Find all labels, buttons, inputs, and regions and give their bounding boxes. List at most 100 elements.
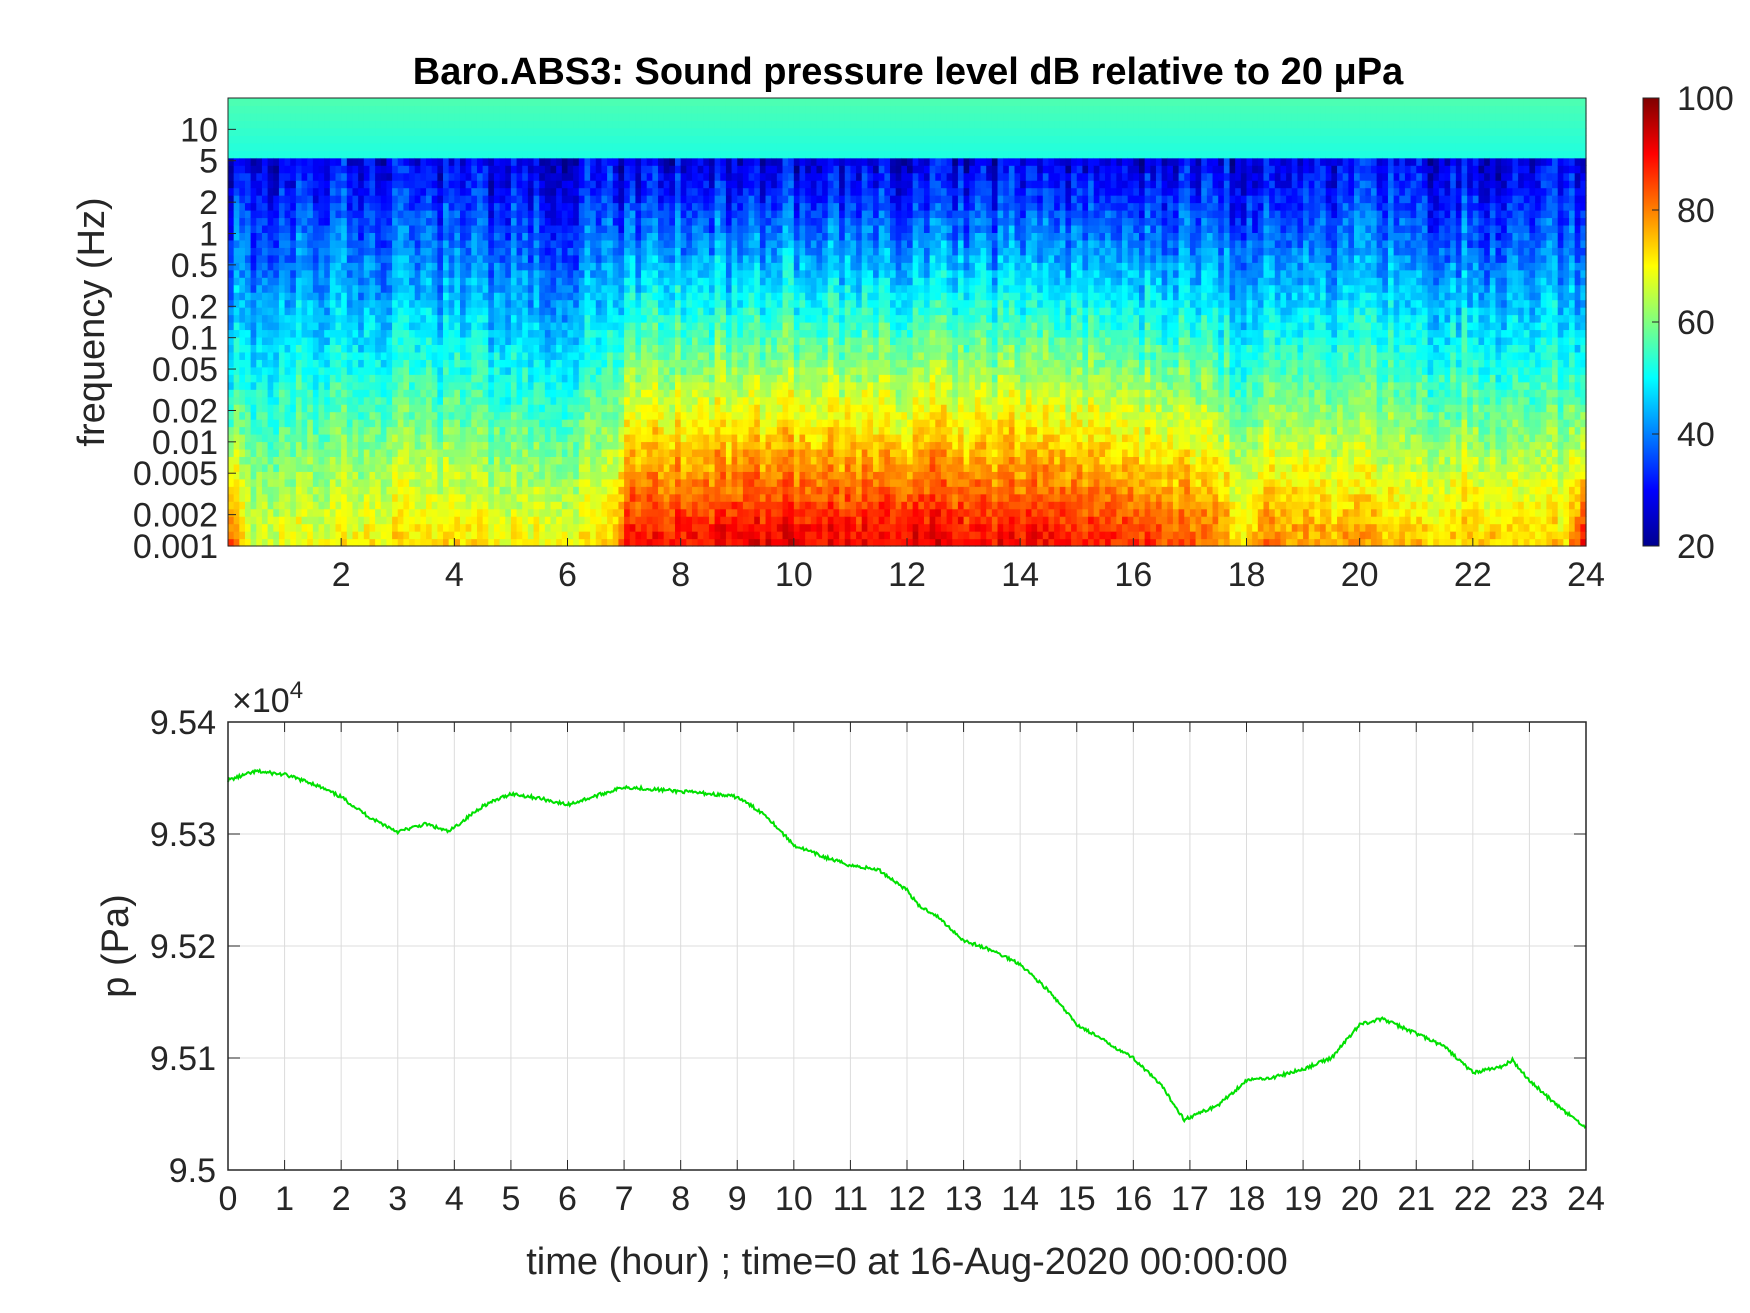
heat-cell [686,426,693,435]
heat-cell [443,239,450,248]
heat-cell [601,538,608,547]
heat-cell [544,329,552,338]
heat-cell [482,448,489,457]
heat-cell [459,523,467,532]
heat-cell [618,232,625,241]
heat-cell [278,426,286,435]
heat-cell [499,344,506,353]
heat-cell [539,202,546,211]
heat-cell [414,538,421,547]
heat-cell [375,165,382,174]
heat-cell [454,210,461,219]
heat-cell [471,329,478,338]
heat-cell [556,307,563,316]
heat-cell [629,359,636,368]
heat-cell [459,396,467,405]
heat-cell [584,396,591,405]
heat-cell [539,150,546,159]
heat-cell [641,351,648,360]
heat-cell [624,165,631,174]
heat-cell [358,292,365,301]
heat-cell [443,180,450,189]
heat-cell [329,284,337,293]
heat-cell [250,292,257,301]
heat-cell [556,381,563,390]
heat-cell [324,463,331,472]
heat-cell [278,381,286,390]
heat-cell [629,381,636,390]
heat-cell [624,127,631,136]
heat-cell [641,180,648,189]
heat-cell [539,172,546,181]
heat-cell [420,299,427,308]
heat-cell [426,329,433,338]
heat-cell [471,187,478,196]
heat-cell [363,224,371,233]
heat-cell [256,150,263,159]
heat-cell [239,142,246,151]
heat-cell [239,277,246,286]
heat-cell [278,404,286,413]
heat-cell [250,493,257,502]
heat-cell [595,359,603,368]
heat-cell [675,441,682,450]
heat-cell [527,471,535,480]
heat-cell [635,493,642,502]
heat-cell [244,217,252,226]
heat-cell [573,172,580,181]
heat-cell [278,314,286,323]
heat-cell [448,351,455,360]
heat-cell [476,180,484,189]
heat-cell [544,448,552,457]
heat-cell [301,98,308,107]
heat-cell [618,441,625,450]
heat-cell [516,501,523,510]
heat-cell [312,195,320,204]
heat-cell [290,448,297,457]
heat-cell [448,322,455,331]
heat-cell [239,239,246,248]
heat-cell [307,351,314,360]
heat-cell [414,434,421,443]
heat-cell [244,299,252,308]
heat-cell [561,344,569,353]
heat-cell [459,112,467,121]
heat-cell [392,344,399,353]
heat-cell [561,232,569,241]
heat-cell [414,299,421,308]
heat-cell [522,127,529,136]
heat-cell [522,98,529,107]
heat-cell [380,172,388,181]
heat-cell [601,262,608,271]
heat-cell [624,150,631,159]
heat-cell [278,456,286,465]
heat-cell [397,105,405,114]
heat-cell [284,523,291,532]
heat-cell [341,448,348,457]
heat-cell [437,329,444,338]
heat-cell [607,105,614,114]
heat-cell [686,187,693,196]
heat-cell [595,269,603,278]
heat-cell [409,441,416,450]
heat-cell [663,322,670,331]
heat-cell [476,456,484,465]
heat-cell [233,299,240,308]
heat-cell [567,463,574,472]
heat-cell [301,247,308,256]
heat-cell [533,531,540,540]
heat-cell [658,254,665,263]
heat-cell [437,277,444,286]
heat-cell [239,531,246,540]
heat-cell [278,112,286,121]
heat-cell [335,224,342,233]
heat-cell [431,150,438,159]
heat-cell [278,411,286,420]
heat-cell [256,120,263,129]
heat-cell [595,322,603,331]
heat-cell [550,202,557,211]
heat-cell [312,381,320,390]
heat-cell [397,292,405,301]
heat-cell [669,463,676,472]
heat-cell [392,187,399,196]
